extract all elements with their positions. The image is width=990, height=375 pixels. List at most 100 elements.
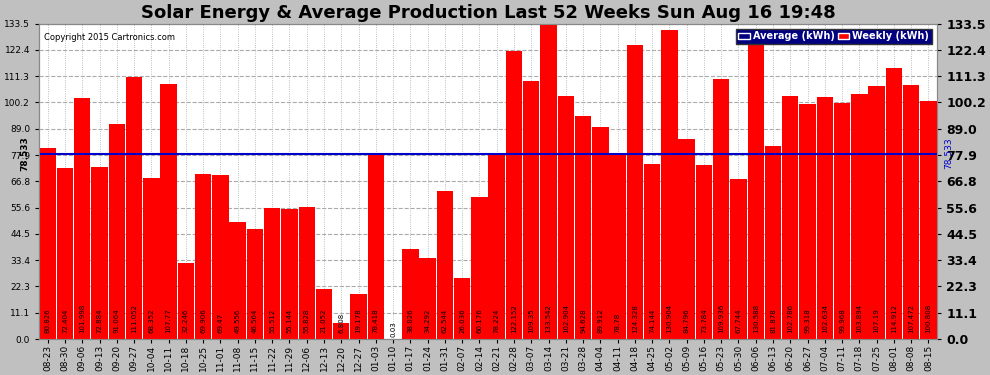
- Bar: [56, 168, 73, 339]
- Text: 122.152: 122.152: [511, 304, 517, 333]
- Text: 55.512: 55.512: [269, 309, 275, 333]
- Text: 72.884: 72.884: [96, 309, 103, 333]
- Text: 32.246: 32.246: [183, 309, 189, 333]
- Text: 78.224: 78.224: [494, 309, 500, 333]
- Bar: [921, 101, 937, 339]
- Text: 102.904: 102.904: [562, 304, 569, 333]
- Legend: Average (kWh), Weekly (kWh): Average (kWh), Weekly (kWh): [736, 28, 933, 44]
- Bar: [817, 97, 833, 339]
- Bar: [886, 68, 902, 339]
- Text: 78.533: 78.533: [21, 136, 30, 171]
- Bar: [506, 51, 522, 339]
- Text: 89.912: 89.912: [597, 309, 603, 333]
- Bar: [264, 208, 280, 339]
- Text: 94.628: 94.628: [580, 309, 586, 333]
- Text: 111.052: 111.052: [131, 304, 137, 333]
- Bar: [367, 154, 384, 339]
- Bar: [765, 146, 781, 339]
- Text: 80.826: 80.826: [45, 309, 50, 333]
- Text: 91.064: 91.064: [114, 309, 120, 333]
- Text: 73.784: 73.784: [701, 309, 707, 333]
- Text: 78.533: 78.533: [944, 138, 953, 170]
- Text: 60.176: 60.176: [476, 308, 482, 333]
- Text: 26.036: 26.036: [459, 309, 465, 333]
- Text: 99.968: 99.968: [840, 308, 845, 333]
- Text: 68.352: 68.352: [148, 309, 154, 333]
- Text: 109.35: 109.35: [529, 309, 535, 333]
- Bar: [126, 77, 143, 339]
- Text: 74.144: 74.144: [649, 309, 655, 333]
- Bar: [747, 31, 764, 339]
- Bar: [230, 222, 246, 339]
- Bar: [195, 174, 211, 339]
- Text: 67.744: 67.744: [736, 309, 742, 333]
- Bar: [109, 124, 125, 339]
- Text: 49.556: 49.556: [235, 309, 241, 333]
- Bar: [281, 209, 298, 339]
- Bar: [713, 80, 730, 339]
- Text: 38.026: 38.026: [407, 309, 414, 333]
- Text: 34.292: 34.292: [425, 309, 431, 333]
- Text: 107.19: 107.19: [873, 308, 879, 333]
- Bar: [350, 294, 366, 339]
- Text: Copyright 2015 Cartronics.com: Copyright 2015 Cartronics.com: [44, 33, 174, 42]
- Bar: [678, 139, 695, 339]
- Text: 46.564: 46.564: [251, 309, 258, 333]
- Text: 78.418: 78.418: [373, 309, 379, 333]
- Bar: [420, 258, 436, 339]
- Text: 81.878: 81.878: [770, 308, 776, 333]
- Bar: [177, 263, 194, 339]
- Bar: [454, 278, 470, 339]
- Bar: [299, 207, 315, 339]
- Bar: [402, 249, 419, 339]
- Bar: [782, 96, 799, 339]
- Bar: [471, 197, 488, 339]
- Bar: [74, 98, 90, 339]
- Text: 78.78: 78.78: [615, 313, 621, 333]
- Text: 102.634: 102.634: [822, 304, 828, 333]
- Text: 130.588: 130.588: [752, 304, 758, 333]
- Text: 133.542: 133.542: [545, 304, 551, 333]
- Bar: [541, 24, 556, 339]
- Bar: [557, 96, 574, 339]
- Bar: [610, 153, 626, 339]
- Bar: [40, 148, 55, 339]
- Bar: [91, 167, 108, 339]
- Bar: [592, 127, 609, 339]
- Bar: [799, 105, 816, 339]
- Text: 19.178: 19.178: [355, 308, 361, 333]
- Text: 102.786: 102.786: [787, 304, 793, 333]
- Text: 107.472: 107.472: [908, 304, 914, 333]
- Title: Solar Energy & Average Production Last 52 Weeks Sun Aug 16 19:48: Solar Energy & Average Production Last 5…: [141, 4, 836, 22]
- Bar: [247, 229, 263, 339]
- Text: 69.906: 69.906: [200, 308, 206, 333]
- Bar: [903, 85, 920, 339]
- Bar: [731, 179, 746, 339]
- Text: 103.894: 103.894: [856, 304, 862, 333]
- Bar: [868, 86, 885, 339]
- Text: 99.318: 99.318: [805, 308, 811, 333]
- Bar: [144, 178, 159, 339]
- Text: 55.828: 55.828: [304, 309, 310, 333]
- Bar: [523, 81, 540, 339]
- Bar: [333, 323, 349, 339]
- Bar: [316, 289, 333, 339]
- Bar: [212, 175, 229, 339]
- Bar: [661, 30, 677, 339]
- Text: 101.998: 101.998: [79, 304, 85, 333]
- Bar: [160, 84, 177, 339]
- Text: 109.936: 109.936: [718, 304, 725, 333]
- Text: 72.404: 72.404: [62, 309, 68, 333]
- Bar: [488, 154, 505, 339]
- Text: 124.328: 124.328: [632, 304, 638, 333]
- Bar: [437, 191, 453, 339]
- Text: 130.904: 130.904: [666, 304, 672, 333]
- Text: 107.77: 107.77: [165, 308, 171, 333]
- Text: 21.052: 21.052: [321, 309, 327, 333]
- Text: 55.144: 55.144: [286, 309, 292, 333]
- Text: 114.912: 114.912: [891, 304, 897, 333]
- Text: 6.808: 6.808: [339, 313, 345, 333]
- Text: 84.796: 84.796: [684, 309, 690, 333]
- Bar: [644, 164, 660, 339]
- Text: 69.47: 69.47: [218, 313, 224, 333]
